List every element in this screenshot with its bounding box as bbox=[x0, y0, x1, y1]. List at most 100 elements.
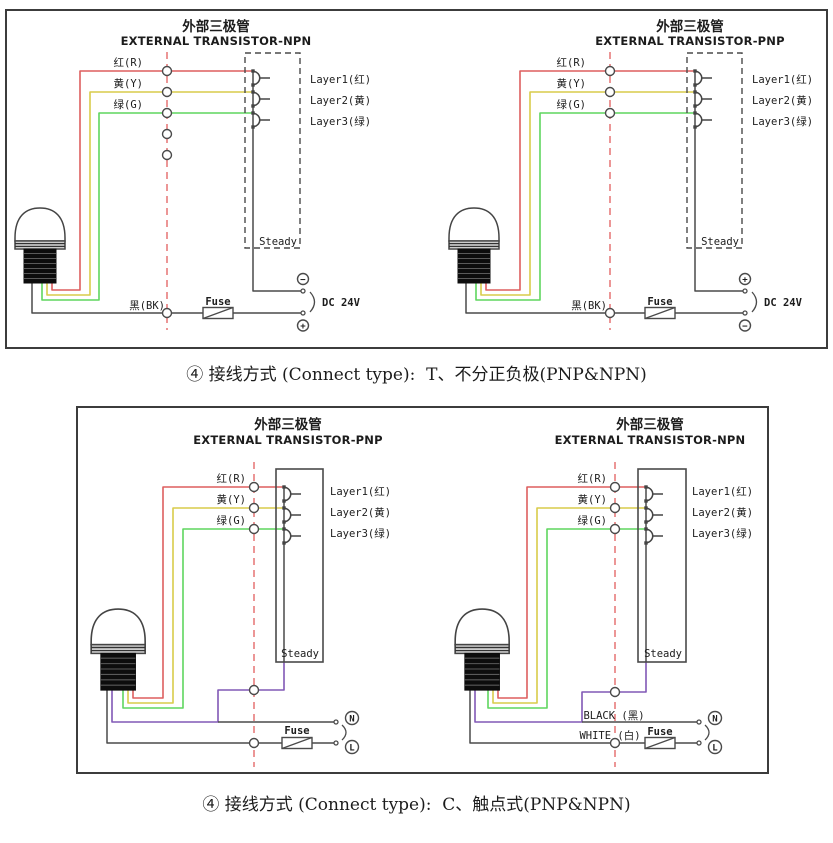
diagram-title-cn: 外部三极管 bbox=[656, 18, 724, 35]
diagram-pnp-contact: 外部三极管 EXTERNAL TRANSISTOR-PNP 红(R) 黄(Y) … bbox=[90, 416, 391, 767]
wire-red bbox=[497, 486, 646, 699]
terminal-dot bbox=[333, 719, 339, 725]
wire-yellow bbox=[480, 91, 695, 296]
layer1-label: Layer1(红) bbox=[310, 73, 371, 86]
diagram-title-cn: 外部三极管 bbox=[616, 416, 684, 433]
caption-text: ④ 接线方式 (Connect type): T、不分正负极(PNP&NPN) bbox=[186, 365, 647, 385]
top-wiring-panel: 外部三极管 EXTERNAL TRANSISTOR-NPN 红(R) 黄(Y) … bbox=[5, 9, 828, 349]
dc-voltage-label: DC 24V bbox=[322, 297, 361, 309]
top-panel-frame bbox=[5, 9, 828, 349]
wire-yellow bbox=[492, 507, 646, 704]
connector-circle bbox=[248, 502, 260, 514]
n-terminal-icon bbox=[344, 710, 360, 726]
wire-label-green: 绿(G) bbox=[114, 98, 143, 111]
plus-terminal-icon bbox=[738, 272, 752, 286]
transistor-chain-wire bbox=[252, 71, 301, 292]
fuse-diagonal bbox=[202, 306, 234, 320]
terminal-dot bbox=[300, 288, 306, 294]
connector-circle bbox=[161, 307, 173, 319]
layer3-label: Layer3(绿) bbox=[752, 115, 813, 128]
terminal-top-sign: + bbox=[742, 275, 748, 285]
wire-label-yellow: 黄(Y) bbox=[114, 77, 143, 90]
terminal-bottom-sign: + bbox=[300, 322, 306, 332]
fuse-diagonal bbox=[281, 736, 313, 750]
caption-text: ④ 接线方式 (Connect type): C、触点式(PNP&NPN) bbox=[202, 795, 631, 815]
connector-circle bbox=[609, 737, 621, 749]
n-terminal-label: N bbox=[349, 714, 354, 724]
fuse-label: Fuse bbox=[647, 296, 672, 308]
connector-circle bbox=[161, 86, 173, 98]
terminal-dot bbox=[696, 719, 702, 725]
steady-label: Steady bbox=[281, 648, 319, 660]
wire-to-fuse bbox=[106, 689, 282, 744]
l-terminal-label: L bbox=[712, 743, 718, 753]
wire-green bbox=[122, 528, 284, 709]
black-wire-label: BLACK (黑) bbox=[583, 710, 644, 722]
connector-circle bbox=[248, 523, 260, 535]
terminal-dot bbox=[696, 740, 702, 746]
wire-black bbox=[465, 281, 645, 314]
transistor-box bbox=[275, 468, 324, 663]
connector-circle bbox=[248, 481, 260, 493]
wire-black bbox=[31, 281, 203, 314]
layer1-label: Layer1(红) bbox=[752, 73, 813, 86]
ac-bracket bbox=[704, 724, 710, 741]
wire-purple-black bbox=[474, 662, 647, 723]
diagram-npn-dc: 外部三极管 EXTERNAL TRANSISTOR-NPN 红(R) 黄(Y) … bbox=[14, 18, 371, 332]
terminal-dot bbox=[300, 310, 306, 316]
diagram-title-en: EXTERNAL TRANSISTOR-NPN bbox=[121, 34, 312, 48]
layer3-label: Layer3(绿) bbox=[692, 527, 753, 540]
transistor-box-dashed bbox=[244, 52, 301, 249]
connector-circle bbox=[609, 686, 621, 698]
layer2-label: Layer2(黄) bbox=[310, 94, 371, 107]
terminal-dot bbox=[742, 310, 748, 316]
fuse-diagonal bbox=[644, 306, 676, 320]
diagram-title-cn: 外部三极管 bbox=[182, 18, 250, 35]
ac-bracket bbox=[341, 724, 347, 741]
connector-circle bbox=[161, 128, 173, 140]
connector-circle bbox=[604, 65, 616, 77]
layer2-label: Layer2(黄) bbox=[330, 506, 391, 519]
black-wire-label: 黑(BK) bbox=[571, 300, 607, 312]
connector-circle bbox=[604, 107, 616, 119]
bottom-wiring-panel: 外部三极管 EXTERNAL TRANSISTOR-PNP 红(R) 黄(Y) … bbox=[76, 406, 769, 774]
transistor-chain-wire bbox=[694, 71, 743, 292]
l-terminal-icon bbox=[707, 739, 723, 755]
steady-label: Steady bbox=[701, 236, 739, 248]
steady-label: Steady bbox=[644, 648, 682, 660]
layer3-label: Layer3(绿) bbox=[310, 115, 371, 128]
diagram-title-en: EXTERNAL TRANSISTOR-PNP bbox=[193, 433, 383, 447]
wire-green bbox=[475, 112, 695, 301]
wire-label-yellow: 黄(Y) bbox=[217, 493, 246, 506]
wire-label-red: 红(R) bbox=[557, 56, 586, 69]
terminal-bottom-sign: − bbox=[742, 322, 748, 332]
dc-voltage-label: DC 24V bbox=[764, 297, 803, 309]
fuse-label: Fuse bbox=[205, 296, 230, 308]
fuse-label: Fuse bbox=[647, 726, 672, 738]
caption-connect-type-c: ④ 接线方式 (Connect type): C、触点式(PNP&NPN) bbox=[0, 785, 833, 843]
l-terminal-icon bbox=[344, 739, 360, 755]
wire-red bbox=[51, 70, 253, 291]
bottom-panel-frame bbox=[76, 406, 769, 774]
wire-label-red: 红(R) bbox=[217, 472, 246, 485]
diagram-npn-contact: 外部三极管 EXTERNAL TRANSISTOR-NPN 红(R) 黄(Y) … bbox=[454, 416, 753, 767]
layer2-label: Layer2(黄) bbox=[752, 94, 813, 107]
fuse-diagonal bbox=[644, 736, 676, 750]
layer1-label: Layer1(红) bbox=[330, 485, 391, 498]
connector-circle bbox=[609, 523, 621, 535]
fuse-label: Fuse bbox=[284, 725, 309, 737]
connector-circle bbox=[604, 86, 616, 98]
wire-label-red: 红(R) bbox=[114, 56, 143, 69]
wire-red bbox=[485, 70, 695, 291]
layer2-label: Layer2(黄) bbox=[692, 506, 753, 519]
wire-red bbox=[132, 486, 284, 699]
connector-circle bbox=[248, 737, 260, 749]
wire-green bbox=[487, 528, 646, 709]
wire-yellow bbox=[46, 91, 253, 296]
diagram-pnp-dc: 外部三极管 EXTERNAL TRANSISTOR-PNP 红(R) 黄(Y) … bbox=[448, 18, 813, 332]
plus-terminal-icon bbox=[296, 319, 310, 332]
dc-bracket bbox=[309, 291, 316, 313]
connector-circle bbox=[604, 307, 616, 319]
n-terminal-label: N bbox=[712, 714, 717, 724]
wire-yellow bbox=[127, 507, 284, 704]
